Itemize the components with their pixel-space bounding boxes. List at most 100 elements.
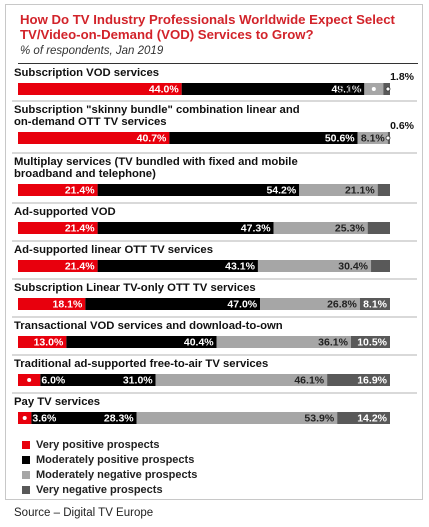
bar-very-negative [337, 412, 390, 424]
category-label: Traditional ad-supported free-to-air TV … [14, 358, 268, 370]
title-divider [18, 63, 418, 64]
data-label-very-positive: 21.4% [65, 223, 95, 235]
bar-moderately-negative [216, 336, 351, 348]
data-label-marker [371, 87, 376, 91]
bar-moderately-positive [85, 298, 261, 310]
data-label-moderately-negative: 5.1% [338, 84, 363, 96]
data-label-very-negative: 14.2% [357, 413, 387, 425]
bar-row: Transactional VOD services and download-… [12, 316, 417, 349]
bar-row: Multiplay services (TV bundled with fixe… [12, 152, 417, 197]
bar-row: Traditional ad-supported free-to-air TV … [12, 354, 417, 387]
data-label-moderately-positive: 54.2% [266, 185, 296, 197]
bar-very-positive [18, 222, 98, 234]
data-label-very-negative: 8.1% [363, 299, 388, 311]
bar-very-negative [367, 222, 390, 234]
legend-swatch-moderately-negative [22, 470, 30, 479]
data-label-very-negative: 16.9% [357, 375, 387, 387]
chart-subtitle: % of respondents, Jan 2019 [20, 45, 164, 57]
data-label-marker [385, 86, 391, 92]
category-label: Pay TV services [14, 396, 100, 408]
legend-item-moderately-positive: Moderately positive prospects [22, 452, 197, 467]
bar-very-negative [359, 298, 390, 310]
bar-moderately-positive [97, 260, 258, 272]
legend-label: Moderately negative prospects [36, 468, 198, 481]
bar-very-positive [18, 132, 170, 144]
data-label-very-negative: 3.3% [392, 185, 417, 197]
bar-very-negative [377, 184, 390, 196]
legend-swatch-very-negative [22, 485, 30, 494]
data-label-moderately-positive: 47.0% [227, 299, 257, 311]
bar-very-positive [18, 298, 86, 310]
bar-moderately-positive [97, 222, 274, 234]
category-label: Ad-supported VOD [14, 206, 116, 218]
legend-swatch-moderately-positive [22, 455, 30, 464]
bar-row: Subscription Linear TV-only OTT TV servi… [12, 278, 417, 311]
legend-label: Very positive prospects [36, 438, 160, 451]
data-label-moderately-negative: 25.3% [335, 223, 365, 235]
bar-moderately-positive [181, 83, 365, 95]
data-label-very-negative: 6.0% [392, 223, 417, 235]
bar-row: Ad-supported VOD 21.4% 47.3% 25.3% 6.0% [12, 202, 417, 235]
data-label-very-negative: 5.1% [392, 261, 417, 273]
data-label-very-positive: 40.7% [137, 133, 167, 145]
data-label-moderately-negative: 26.8% [327, 299, 357, 311]
data-label-moderately-positive: 43.1% [225, 261, 255, 273]
bar-very-negative [371, 260, 390, 272]
bar-moderately-negative [136, 412, 338, 424]
bar-moderately-negative [299, 184, 378, 196]
category-label: Ad-supported linear OTT TV services [14, 244, 213, 256]
data-label-moderately-positive: 50.6% [325, 133, 355, 145]
legend-item-very-positive: Very positive prospects [22, 437, 197, 452]
bar-row: Subscription "skinny bundle" combination… [12, 100, 417, 145]
data-label-very-positive: 18.1% [53, 299, 83, 311]
data-label-very-positive: 13.0% [34, 337, 64, 349]
bar-very-positive [18, 83, 182, 95]
legend-label: Very negative prospects [36, 483, 163, 496]
data-label-very-positive: 3.6% [32, 413, 57, 425]
data-label-moderately-negative: 53.9% [304, 413, 334, 425]
bar-moderately-positive [66, 336, 217, 348]
data-label-marker [27, 378, 32, 382]
data-label-moderately-negative: 36.1% [318, 337, 348, 349]
bar-moderately-positive [40, 374, 156, 386]
bar-row: Pay TV services 3.6% 28.3% 53.9% 14.2% [12, 392, 417, 425]
bar-moderately-negative [260, 298, 360, 310]
data-label-marker [385, 135, 391, 141]
category-label: Subscription VOD services [14, 67, 159, 79]
chart-title: How Do TV Industry Professionals Worldwi… [20, 12, 395, 42]
category-label: broadband and telephone) [14, 168, 156, 180]
data-label-moderately-negative: 8.1% [361, 133, 386, 145]
chart-legend: Very positive prospects Moderately posit… [22, 437, 197, 497]
data-label-moderately-negative: 30.4% [338, 261, 368, 273]
data-label-very-negative: 1.8% [390, 71, 415, 83]
bar-very-negative [327, 374, 390, 386]
data-label-moderately-negative: 46.1% [294, 375, 324, 387]
data-label-very-positive: 21.4% [65, 185, 95, 197]
data-label-moderately-positive: 49.1% [332, 84, 362, 96]
category-label: on-demand OTT TV services [14, 116, 167, 128]
legend-swatch-very-positive [22, 440, 30, 449]
category-label: Subscription Linear TV-only OTT TV servi… [14, 282, 256, 294]
bar-moderately-negative [257, 260, 372, 272]
category-label: Multiplay services (TV bundled with fixe… [14, 156, 298, 168]
legend-item-very-negative: Very negative prospects [22, 482, 197, 497]
bar-moderately-positive [169, 132, 358, 144]
bar-moderately-negative [357, 132, 388, 144]
bar-very-positive [18, 336, 67, 348]
bar-moderately-positive [97, 184, 300, 196]
bar-very-negative [350, 336, 390, 348]
data-label-very-negative: 10.5% [357, 337, 387, 349]
data-label-very-positive: 21.4% [65, 261, 95, 273]
category-label: Subscription "skinny bundle" combination… [14, 104, 300, 116]
bar-moderately-positive [31, 412, 137, 424]
legend-label: Moderately positive prospects [36, 453, 195, 466]
source-note: Source – Digital TV Europe [14, 507, 154, 519]
bar-row: Ad-supported linear OTT TV services 21.4%… [12, 240, 417, 273]
bar-very-positive [18, 184, 98, 196]
bar-very-positive [18, 260, 98, 272]
data-label-very-positive: 6.0% [41, 375, 66, 387]
bar-moderately-negative [273, 222, 368, 234]
data-label-moderately-positive: 40.4% [184, 337, 214, 349]
bar-moderately-negative [155, 374, 328, 386]
